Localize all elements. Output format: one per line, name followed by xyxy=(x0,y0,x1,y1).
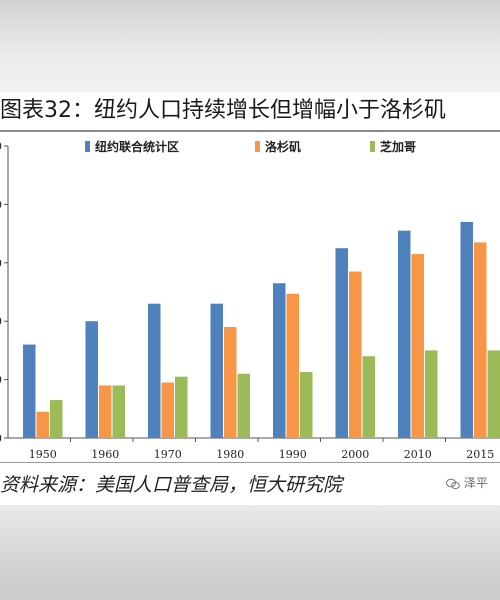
bar xyxy=(148,303,161,438)
y-tick-label: 0 xyxy=(0,198,2,211)
bar xyxy=(224,327,237,438)
x-tick-label: 2010 xyxy=(404,448,432,461)
bar xyxy=(398,230,411,438)
bar xyxy=(487,350,500,438)
bar xyxy=(36,411,49,438)
legend-label: 洛杉矶 xyxy=(265,139,301,154)
chart-bars xyxy=(23,221,500,438)
chart-legend: 纽约联合统计区 洛杉矶 芝加哥 xyxy=(85,139,416,154)
y-tick-label: 0 xyxy=(0,374,2,387)
bar xyxy=(273,283,286,438)
bar xyxy=(99,385,112,438)
bar-chart: 纽约联合统计区 洛杉矶 芝加哥 1950 1960 1970 1980 1990 2000 20… xyxy=(0,139,500,461)
bar xyxy=(349,271,362,438)
y-tick-label: 0 xyxy=(0,257,2,270)
bar xyxy=(237,373,250,438)
source-divider xyxy=(0,462,500,463)
x-tick-label: 2015 xyxy=(466,448,494,461)
x-tick-labels: 1950 1960 1970 1980 1990 2000 2010 2015 xyxy=(29,448,495,461)
legend-label: 纽约联合统计区 xyxy=(95,139,179,154)
title-divider xyxy=(0,130,500,132)
x-tick-label: 1970 xyxy=(154,448,182,461)
x-tick-label: 2000 xyxy=(341,448,369,461)
bar xyxy=(161,382,174,438)
bar xyxy=(85,321,98,438)
y-tick-labels: 0 0 0 0 0 0 xyxy=(0,140,2,445)
blurred-top-area xyxy=(0,0,500,92)
y-tick-label: 0 xyxy=(0,140,2,153)
bar xyxy=(50,400,63,438)
bar xyxy=(460,221,473,438)
legend-swatch xyxy=(370,141,375,152)
legend-label: 芝加哥 xyxy=(380,139,416,154)
wechat-icon xyxy=(446,478,460,489)
bar xyxy=(362,356,375,438)
bar xyxy=(286,293,299,438)
watermark-text: 泽平 xyxy=(463,476,488,490)
source-note: 资料来源：美国人口普查局，恒大研究院 xyxy=(0,474,343,496)
x-tick-label: 1980 xyxy=(216,448,244,461)
blurred-bottom-area xyxy=(0,505,500,600)
bar xyxy=(300,372,313,438)
bar xyxy=(23,344,36,438)
chart-title: 图表32：纽约人口持续增长但增幅小于洛杉矶 xyxy=(0,98,446,123)
x-tick-label: 1960 xyxy=(91,448,119,461)
x-tick-label: 1950 xyxy=(29,448,57,461)
y-tick-label: 0 xyxy=(0,315,2,328)
y-tick-label: 0 xyxy=(0,432,2,445)
bar xyxy=(175,376,188,438)
bar xyxy=(425,350,438,438)
bar xyxy=(411,254,424,438)
bar xyxy=(474,242,487,438)
bar xyxy=(335,248,348,438)
bar xyxy=(210,303,223,438)
legend-swatch xyxy=(85,141,90,152)
bar xyxy=(112,385,125,438)
legend-swatch xyxy=(255,141,260,152)
watermark: 泽平 xyxy=(446,474,488,491)
x-tick-label: 1990 xyxy=(279,448,307,461)
